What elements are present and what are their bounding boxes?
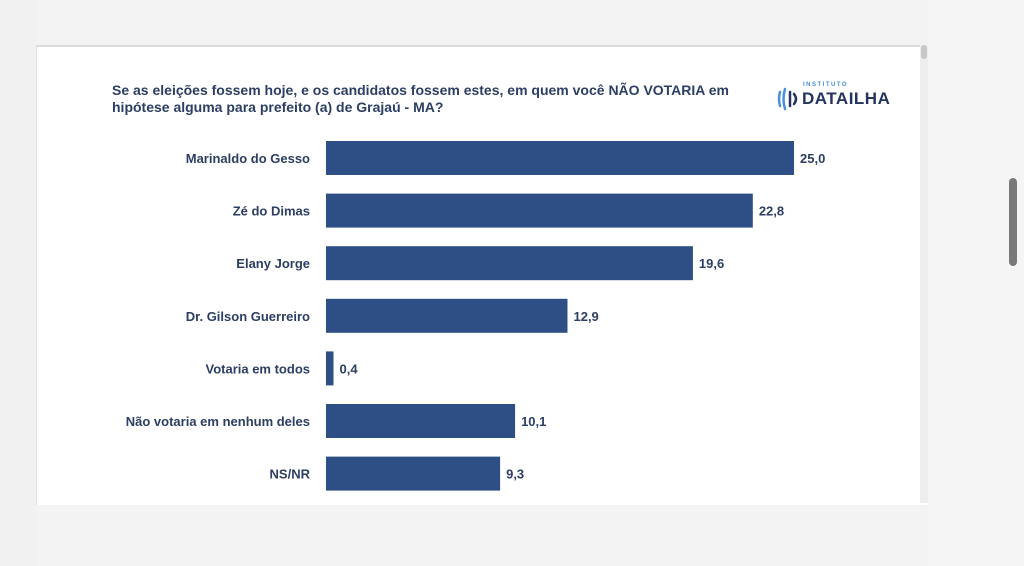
value-label: 25,0	[800, 151, 825, 166]
category-label: NS/NR	[270, 467, 311, 482]
bar	[326, 141, 794, 175]
category-label: Elany Jorge	[236, 256, 310, 271]
bar	[326, 351, 334, 386]
value-label: 0,4	[339, 361, 358, 376]
category-label: Votaria em todos	[205, 361, 310, 376]
value-label: 10,1	[521, 414, 546, 429]
category-label: Zé do Dimas	[233, 204, 310, 219]
inner-scroll-thumb[interactable]	[921, 45, 927, 59]
page-scrollbar[interactable]	[1009, 178, 1017, 266]
value-label: 9,3	[506, 467, 524, 482]
bar	[326, 456, 501, 491]
bar	[326, 298, 568, 333]
bottom-margin	[36, 505, 928, 566]
right-margin	[928, 0, 1024, 566]
bar	[326, 193, 753, 228]
logo-main-text: DATAILHA	[802, 89, 891, 108]
category-label: Marinaldo do Gesso	[186, 151, 310, 166]
chart-title: Se as eleições fossem hoje, e os candida…	[112, 82, 730, 115]
bar	[326, 246, 693, 281]
inner-scrollbar[interactable]	[920, 45, 928, 503]
bar	[326, 404, 516, 438]
datailha-logo-icon	[777, 87, 798, 111]
left-margin	[0, 0, 36, 566]
value-label: 19,6	[699, 256, 724, 271]
datailha-logo: INSTITUTO DATAILHA	[776, 82, 906, 112]
value-label: 22,8	[759, 204, 784, 219]
category-label: Não votaria em nenhum deles	[126, 414, 310, 429]
category-label: Dr. Gilson Guerreiro	[186, 309, 310, 324]
value-label: 12,9	[573, 309, 598, 324]
logo-top-text: INSTITUTO	[803, 82, 849, 88]
